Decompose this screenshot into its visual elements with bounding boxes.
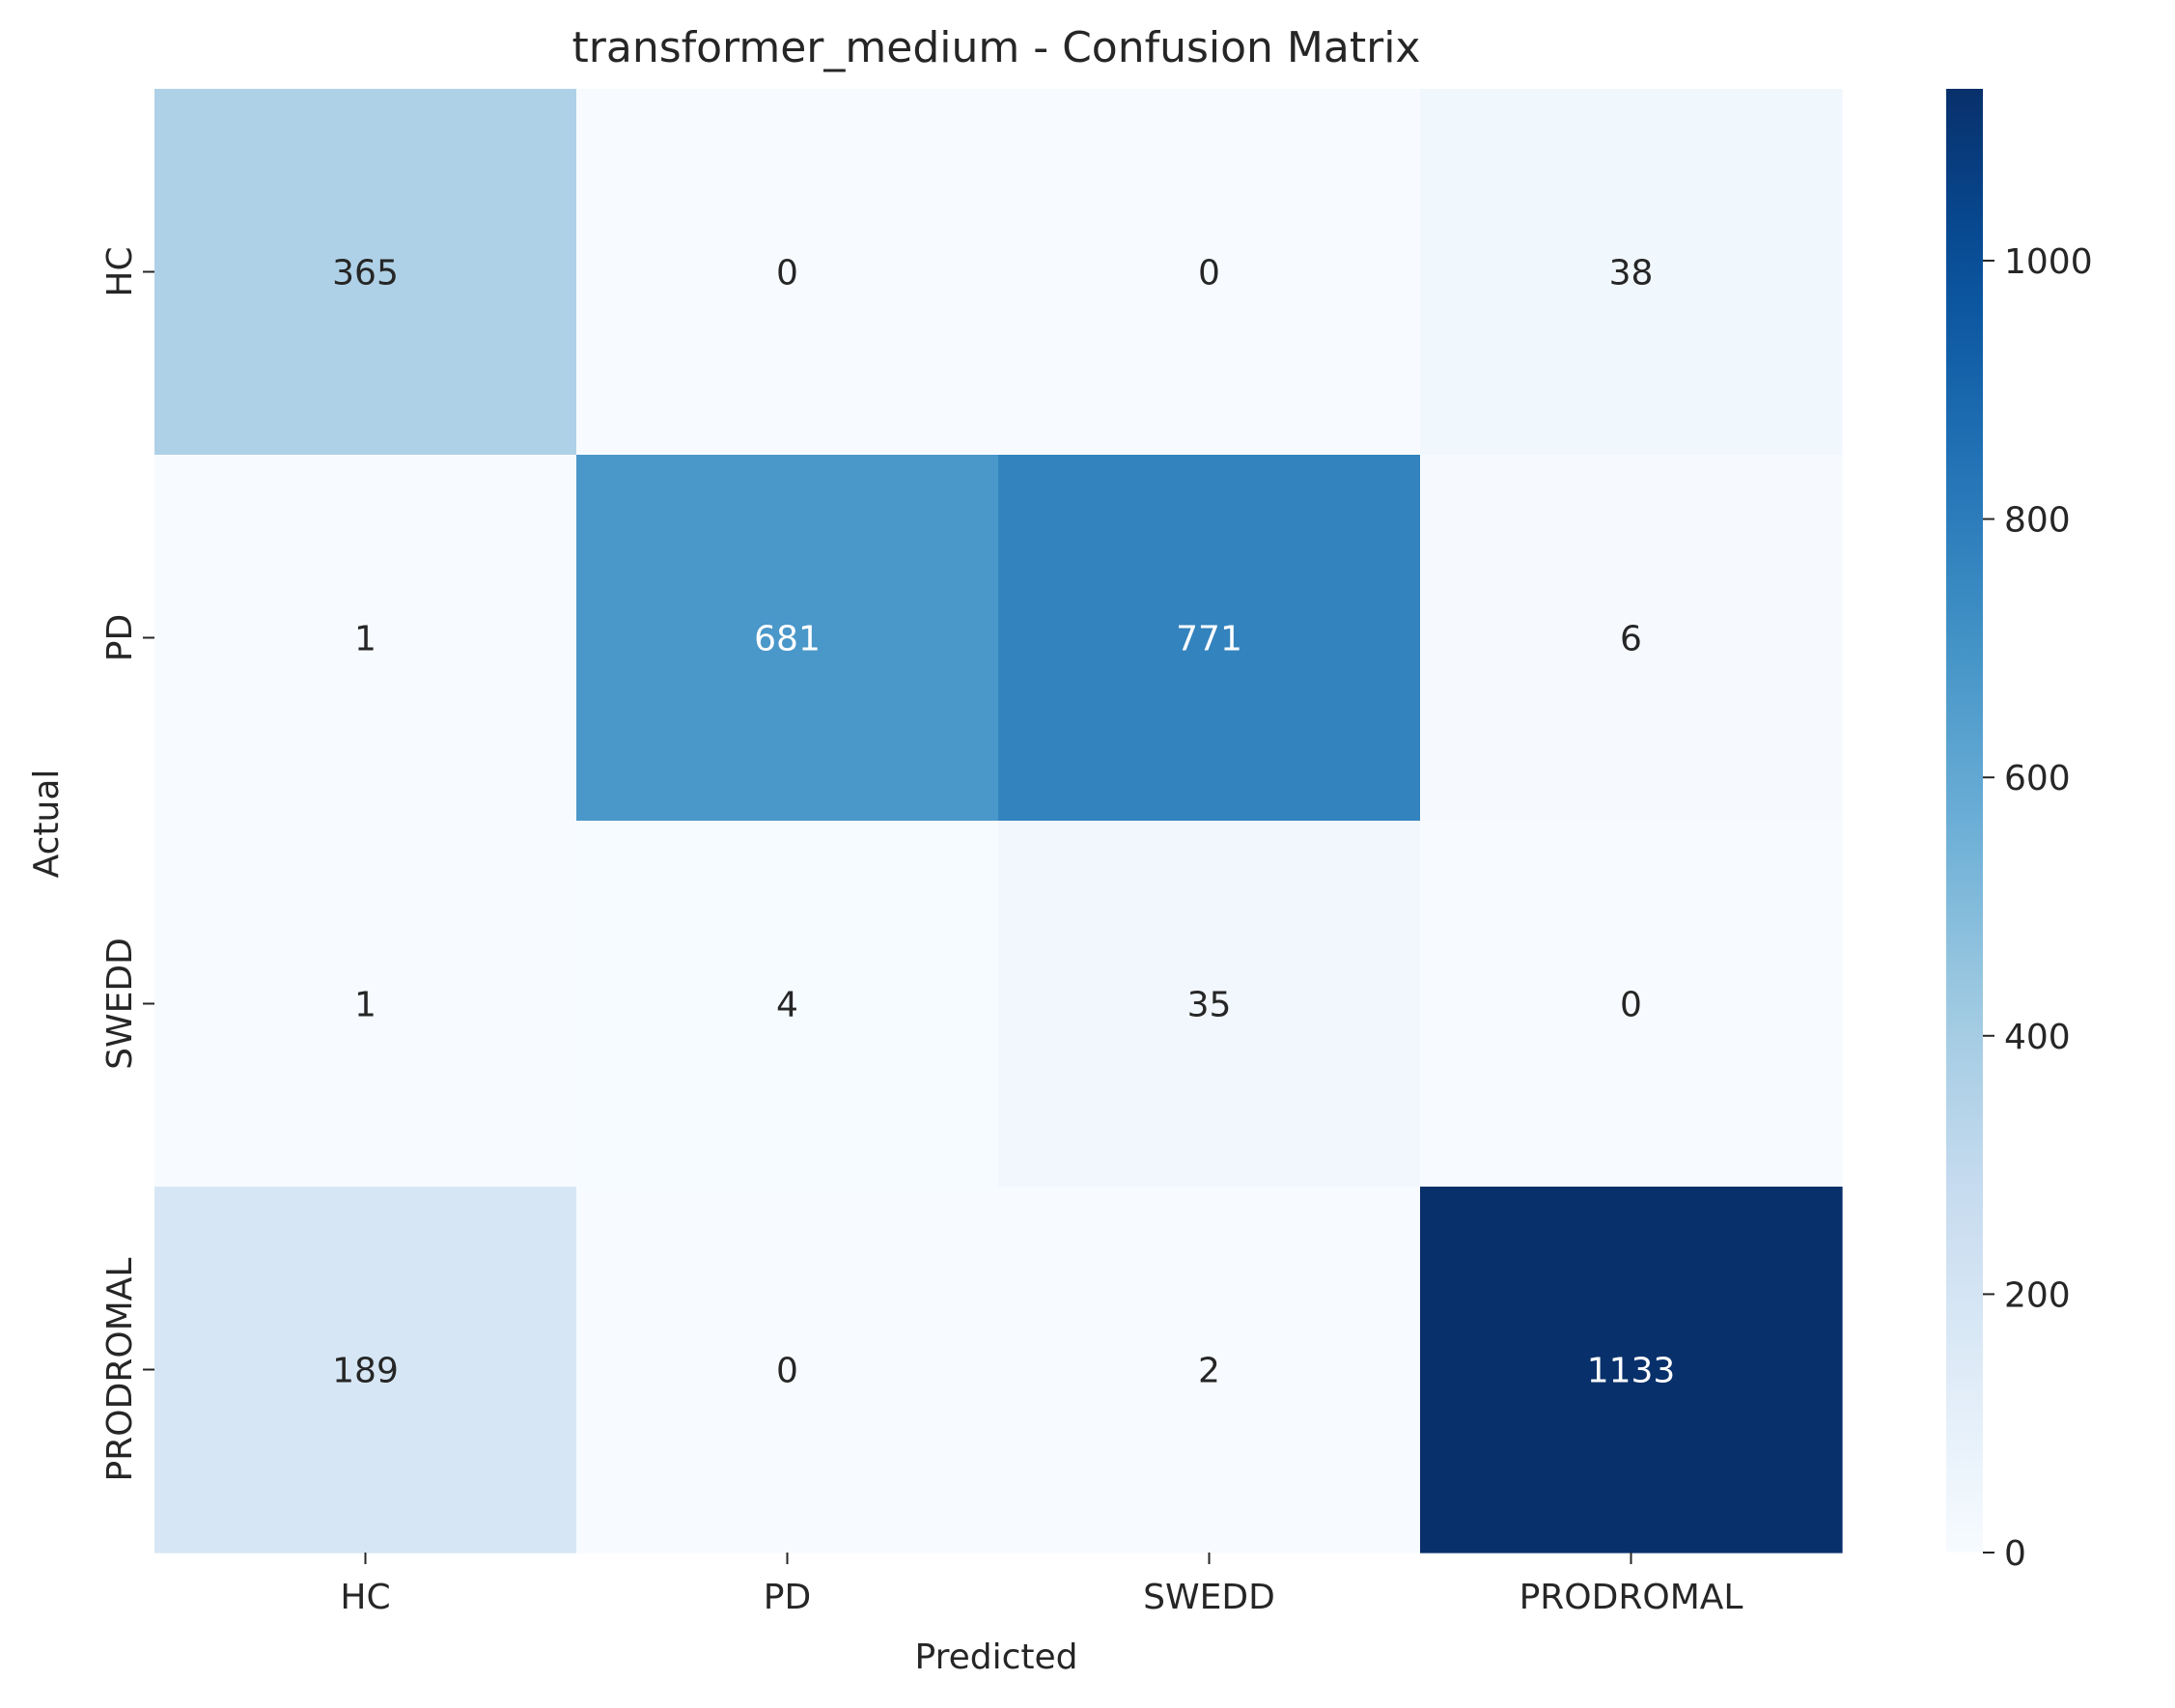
heatmap-cell: [154, 821, 577, 1188]
cell-value-label: 0: [1620, 986, 1642, 1025]
y-tick-label: SWEDD: [100, 938, 140, 1070]
heatmap-cell: [154, 1187, 577, 1554]
x-tick-label: HC: [340, 1578, 390, 1617]
cell-value-label: 38: [1609, 254, 1654, 294]
x-axis: HC PD SWEDD PRODROMAL: [340, 1553, 1743, 1617]
cell-value-label: 771: [1176, 620, 1242, 659]
cell-value-label: 189: [332, 1352, 399, 1391]
cell-annotations: 365 0 0 38 1 681 771 6 1 4 35 0 189 0 2 1133: [332, 254, 1675, 1391]
cell-value-label: 1133: [1587, 1352, 1676, 1391]
colorbar-tick-label: 400: [2004, 1018, 2071, 1057]
cell-value-label: 1: [354, 986, 376, 1025]
heatmap-cells: [154, 89, 1843, 1554]
cell-value-label: 681: [754, 620, 821, 659]
heatmap-cell: [1420, 89, 1843, 456]
heatmap-cell: [576, 89, 999, 456]
heatmap-cell: [154, 455, 577, 822]
heatmap-cell: [576, 1187, 999, 1554]
x-tick-label: PRODROMAL: [1520, 1578, 1743, 1617]
colorbar-tick-label: 800: [2004, 501, 2071, 541]
cell-value-label: 0: [776, 254, 798, 294]
chart-title: transformer_medium - Confusion Matrix: [572, 23, 1421, 72]
colorbar-gradient: [1946, 89, 1983, 1553]
y-axis-label: Actual: [27, 770, 67, 879]
heatmap-cell: [576, 455, 999, 822]
colorbar-tick-label: 0: [2004, 1534, 2026, 1574]
y-tick-label: PD: [100, 614, 140, 661]
cell-value-label: 0: [1198, 254, 1220, 294]
heatmap-cell: [998, 89, 1421, 456]
cell-value-label: 6: [1620, 620, 1642, 659]
x-tick-label: PD: [764, 1578, 811, 1617]
cell-value-label: 35: [1187, 986, 1232, 1025]
colorbar-tick-label: 1000: [2004, 242, 2093, 282]
heatmap-cell: [998, 455, 1421, 822]
y-tick-label: PRODROMAL: [100, 1258, 140, 1482]
y-axis: HC PD SWEDD PRODROMAL: [100, 246, 154, 1481]
x-tick-label: SWEDD: [1143, 1578, 1275, 1617]
heatmap-cell: [576, 821, 999, 1188]
x-axis-label: Predicted: [915, 1638, 1078, 1677]
cell-value-label: 4: [776, 986, 798, 1025]
y-tick-label: HC: [100, 246, 140, 296]
cell-value-label: 1: [354, 620, 376, 659]
cell-value-label: 365: [332, 254, 399, 294]
heatmap-cell: [1420, 455, 1843, 822]
colorbar: 0 200 400 600 800 1000: [1946, 89, 2093, 1574]
heatmap-cell: [998, 1187, 1421, 1554]
colorbar-tick-label: 600: [2004, 759, 2071, 798]
cell-value-label: 2: [1198, 1352, 1220, 1391]
cell-value-label: 0: [776, 1352, 798, 1391]
heatmap-cell: [998, 821, 1421, 1188]
heatmap-cell: [1420, 821, 1843, 1188]
colorbar-tick-label: 200: [2004, 1275, 2071, 1315]
heatmap-cell: [154, 89, 577, 456]
heatmap-cell: [1420, 1187, 1843, 1554]
